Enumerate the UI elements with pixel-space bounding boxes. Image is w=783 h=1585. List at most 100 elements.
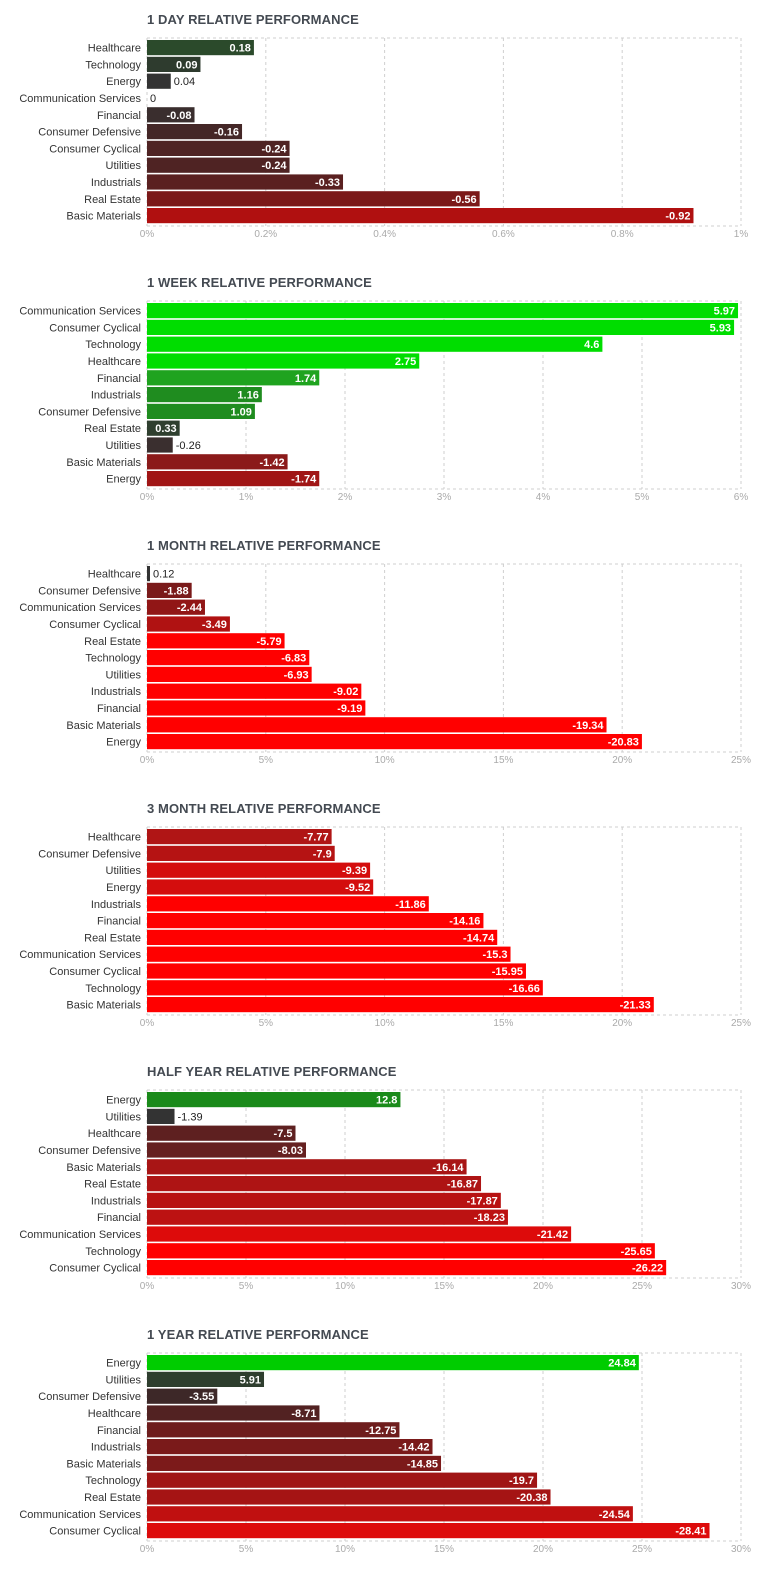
bar[interactable] xyxy=(147,1243,655,1259)
bar[interactable] xyxy=(147,471,320,487)
bar[interactable] xyxy=(147,157,290,173)
bar[interactable] xyxy=(147,1405,320,1421)
bar[interactable] xyxy=(147,403,255,419)
bar[interactable] xyxy=(147,734,642,750)
bar[interactable] xyxy=(147,174,344,190)
value-label: 0 xyxy=(150,93,156,105)
bar[interactable] xyxy=(147,929,498,945)
bar[interactable] xyxy=(147,963,526,979)
bar[interactable] xyxy=(147,1422,400,1438)
bar[interactable] xyxy=(147,454,288,470)
bar[interactable] xyxy=(147,140,290,156)
bar[interactable] xyxy=(147,1472,538,1488)
bar[interactable] xyxy=(147,1159,467,1175)
value-label: -1.74 xyxy=(291,474,317,486)
bar[interactable] xyxy=(147,56,201,72)
category-label: Industrials xyxy=(91,1442,142,1454)
value-label: -26.22 xyxy=(632,1263,663,1275)
category-label: Basic Materials xyxy=(66,720,141,732)
bar[interactable] xyxy=(147,633,285,649)
value-label: -5.79 xyxy=(256,636,281,648)
bar[interactable] xyxy=(147,336,603,352)
bar[interactable] xyxy=(147,107,195,123)
bar[interactable] xyxy=(147,420,180,436)
bar[interactable] xyxy=(147,829,332,845)
bar[interactable] xyxy=(147,208,694,224)
bar[interactable] xyxy=(147,1142,306,1158)
bar[interactable] xyxy=(147,1523,710,1539)
bar[interactable] xyxy=(147,582,192,598)
bar[interactable] xyxy=(147,946,511,962)
bar[interactable] xyxy=(147,40,254,56)
bar[interactable] xyxy=(147,913,484,929)
bar[interactable] xyxy=(147,437,173,453)
category-label: Consumer Cyclical xyxy=(49,143,141,155)
bar[interactable] xyxy=(147,683,362,699)
bar[interactable] xyxy=(147,1439,433,1455)
category-label: Consumer Defensive xyxy=(38,1391,141,1403)
value-label: -0.33 xyxy=(315,177,340,189)
category-label: Consumer Defensive xyxy=(38,585,141,597)
bar[interactable] xyxy=(147,1455,442,1471)
bar[interactable] xyxy=(147,666,312,682)
category-label: Consumer Cyclical xyxy=(49,1526,141,1538)
category-label: Communication Services xyxy=(19,602,141,614)
category-label: Healthcare xyxy=(88,1408,141,1420)
bar[interactable] xyxy=(147,370,320,386)
bar[interactable] xyxy=(147,1371,265,1387)
bar[interactable] xyxy=(147,879,374,895)
chart-panel: 1 DAY RELATIVE PERFORMANCE 0% 0.2% 0.4% 0.6%… xyxy=(0,0,783,262)
bar[interactable] xyxy=(147,1355,639,1371)
bar[interactable] xyxy=(147,1209,508,1225)
bar[interactable] xyxy=(147,1388,218,1404)
category-label: Energy xyxy=(106,1095,141,1107)
category-label: Financial xyxy=(97,1212,141,1224)
bar[interactable] xyxy=(147,1260,667,1276)
value-label: 0.33 xyxy=(155,423,176,435)
bar[interactable] xyxy=(147,845,335,861)
category-label: Financial xyxy=(97,916,141,928)
bar[interactable] xyxy=(147,1092,401,1108)
bar[interactable] xyxy=(147,387,262,403)
value-label: -0.56 xyxy=(452,194,477,206)
value-label: -2.44 xyxy=(177,602,203,614)
bar[interactable] xyxy=(147,1226,572,1242)
tick-label: 5% xyxy=(239,1281,254,1292)
bar[interactable] xyxy=(147,997,654,1013)
bar[interactable] xyxy=(147,566,150,582)
tick-label: 0% xyxy=(140,1544,155,1555)
bar[interactable] xyxy=(147,862,371,878)
tick-label: 3% xyxy=(437,492,452,503)
bar[interactable] xyxy=(147,73,171,89)
bar[interactable] xyxy=(147,1506,633,1522)
bar[interactable] xyxy=(147,650,310,666)
category-label: Industrials xyxy=(91,1195,142,1207)
bar[interactable] xyxy=(147,1125,296,1141)
bar[interactable] xyxy=(147,1176,482,1192)
value-label: 2.75 xyxy=(395,356,416,368)
bar[interactable] xyxy=(147,124,243,140)
chart-panel: 1 MONTH RELATIVE PERFORMANCE 0% 5% 10% 15% 20… xyxy=(0,526,783,788)
bar[interactable] xyxy=(147,191,480,207)
bar[interactable] xyxy=(147,599,205,615)
value-label: -18.23 xyxy=(474,1212,505,1224)
bar[interactable] xyxy=(147,616,230,632)
bar[interactable] xyxy=(147,1192,501,1208)
bar[interactable] xyxy=(147,319,735,335)
bar[interactable] xyxy=(147,1108,175,1124)
bar[interactable] xyxy=(147,353,420,369)
tick-label: 25% xyxy=(632,1544,652,1555)
value-label: 24.84 xyxy=(608,1358,636,1370)
category-label: Real Estate xyxy=(84,1492,141,1504)
bar[interactable] xyxy=(147,717,607,733)
bar[interactable] xyxy=(147,1489,551,1505)
bar[interactable] xyxy=(147,700,366,716)
value-label: -21.33 xyxy=(620,1000,651,1012)
bar[interactable] xyxy=(147,980,543,996)
tick-label: 0% xyxy=(140,492,155,503)
tick-label: 15% xyxy=(434,1544,454,1555)
value-label: 1.09 xyxy=(230,406,251,418)
bar[interactable] xyxy=(147,303,739,319)
bar[interactable] xyxy=(147,896,429,912)
